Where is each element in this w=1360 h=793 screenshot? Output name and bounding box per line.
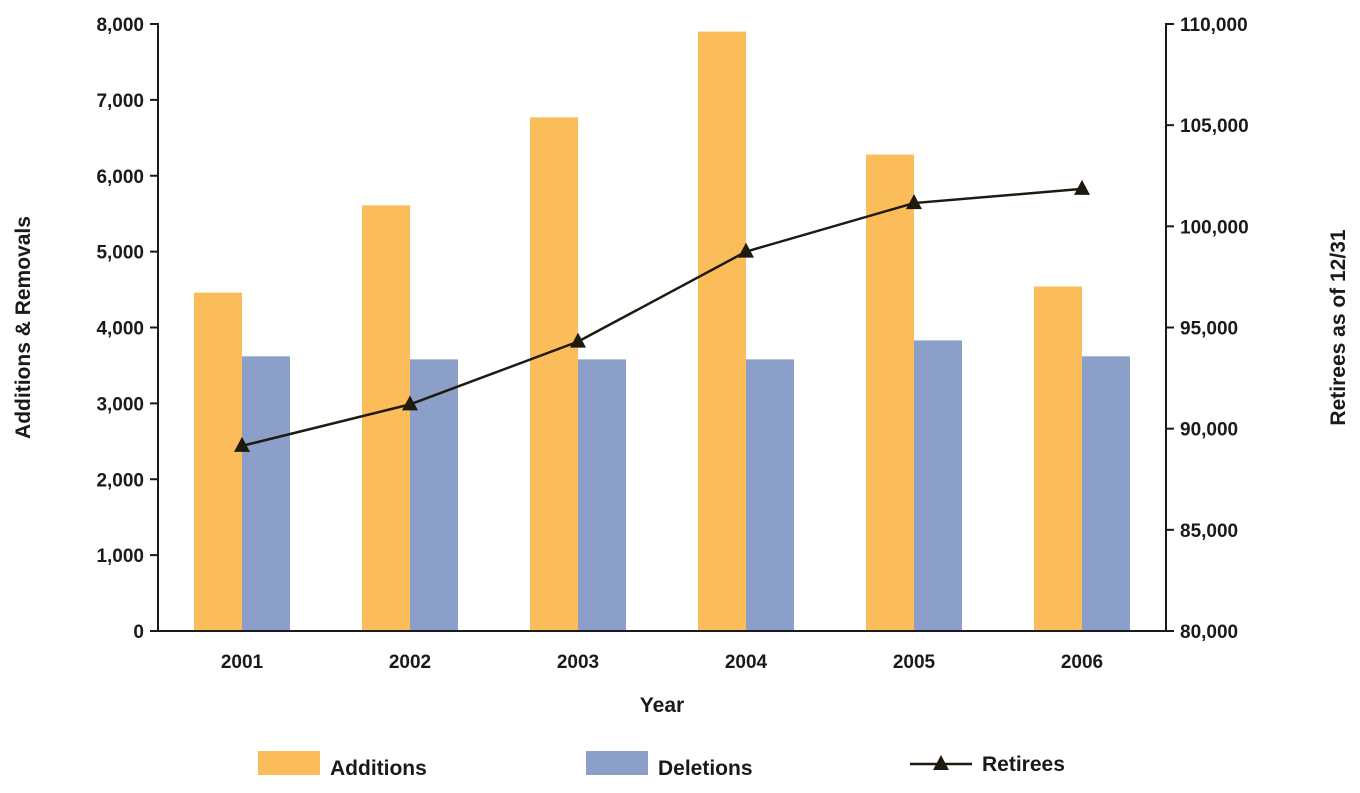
y-tick-label-right: 95,000: [1180, 319, 1238, 340]
y-tick-label-left: 7,000: [96, 91, 144, 112]
legend-marker-retirees: [933, 755, 949, 770]
bar-additions-2005: [866, 154, 914, 631]
bar-deletions-2003: [578, 359, 626, 631]
legend-label-additions: Additions: [330, 757, 427, 780]
y-tick-label-left: 6,000: [96, 167, 144, 188]
bar-additions-2004: [698, 31, 746, 631]
x-axis-title: Year: [640, 694, 684, 717]
x-tick-label: 2003: [557, 652, 599, 673]
bar-additions-2003: [530, 117, 578, 632]
bar-deletions-2002: [410, 359, 458, 631]
x-tick-label: 2005: [893, 652, 936, 673]
marker-retirees-2004: [738, 242, 754, 258]
marker-retirees-2006: [1074, 179, 1090, 195]
y-tick-label-right: 80,000: [1180, 622, 1238, 643]
bar-additions-2002: [362, 205, 410, 631]
bar-deletions-2001: [242, 356, 290, 631]
legend-label-retirees: Retirees: [982, 753, 1065, 776]
y-tick-label-right: 100,000: [1180, 217, 1249, 238]
y-tick-label-right: 105,000: [1180, 116, 1249, 137]
bar-deletions-2005: [914, 340, 962, 631]
marker-retirees-2002: [402, 395, 418, 411]
marker-retirees-2001: [234, 436, 250, 452]
marker-retirees-2005: [906, 194, 922, 210]
legend-swatch-deletions: [586, 751, 648, 775]
y-axis-title-left: Additions & Removals: [12, 216, 35, 439]
marker-retirees-2003: [570, 332, 586, 348]
x-tick-label: 2006: [1061, 652, 1103, 673]
bar-deletions-2006: [1082, 356, 1130, 631]
bar-additions-2006: [1034, 286, 1082, 631]
legend-swatch-additions: [258, 751, 320, 775]
y-axis-title-right: Retirees as of 12/31: [1327, 229, 1350, 425]
y-tick-label-left: 2,000: [96, 470, 144, 491]
y-tick-label-right: 90,000: [1180, 420, 1238, 441]
x-tick-label: 2002: [389, 652, 431, 673]
bar-deletions-2004: [746, 359, 794, 631]
y-tick-label-left: 0: [133, 622, 144, 643]
y-tick-label-left: 3,000: [96, 394, 144, 415]
y-tick-label-left: 8,000: [96, 15, 144, 36]
y-tick-label-right: 85,000: [1180, 521, 1238, 542]
y-tick-label-left: 5,000: [96, 243, 144, 264]
y-tick-label-right: 110,000: [1180, 15, 1248, 36]
line-retirees: [241, 187, 1083, 448]
legend-label-deletions: Deletions: [658, 757, 753, 780]
y-tick-label-left: 4,000: [96, 319, 144, 340]
bar-additions-2001: [194, 292, 242, 631]
x-tick-label: 2004: [725, 652, 768, 673]
y-tick-label-left: 1,000: [96, 546, 144, 567]
x-tick-label: 2001: [221, 652, 264, 673]
